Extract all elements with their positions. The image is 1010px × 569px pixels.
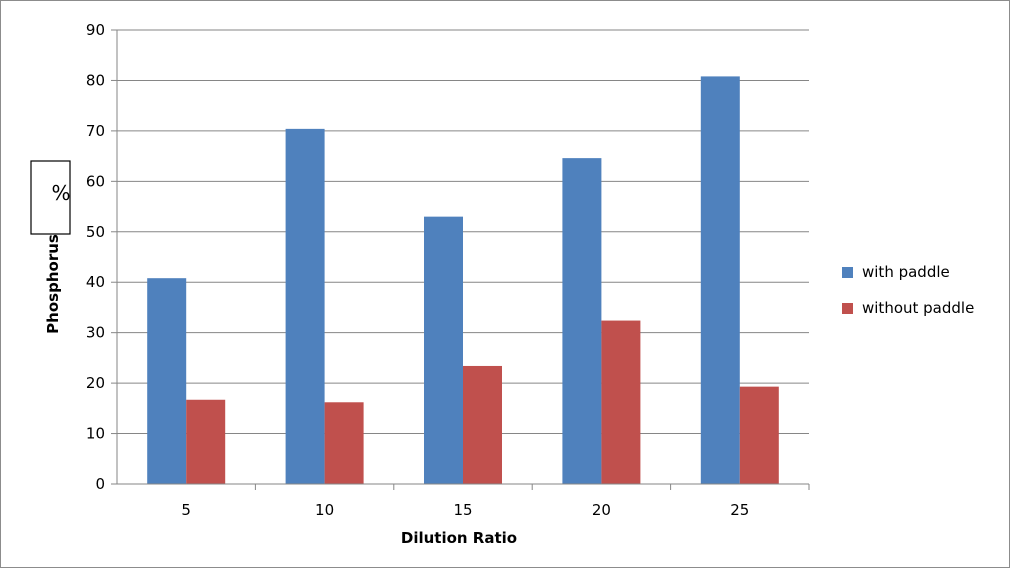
bar-with-paddle-15 xyxy=(424,216,463,484)
x-axis-title: Dilution Ratio xyxy=(401,529,517,547)
bar-with-paddle-20 xyxy=(562,158,602,484)
x-tick-label: 15 xyxy=(453,501,472,519)
y-tick-label: 60 xyxy=(86,172,105,190)
y-tick-label: 20 xyxy=(86,374,105,392)
x-tick-label: 10 xyxy=(315,501,334,519)
x-tick-labels: 5 10 15 20 25 xyxy=(181,501,749,519)
bar-without-paddle-15 xyxy=(463,365,502,484)
y-tick-label: 50 xyxy=(86,223,105,241)
bar-with-paddle-25 xyxy=(700,76,740,485)
bar-without-paddle-25 xyxy=(739,386,779,484)
bar-with-paddle-5 xyxy=(147,278,187,484)
legend-label: without paddle xyxy=(862,299,974,317)
unit-label-box xyxy=(30,160,71,235)
bar-with-paddle-10 xyxy=(285,128,325,485)
y-tick-labels: 0 10 20 30 40 50 60 70 80 90 xyxy=(86,21,105,493)
legend-swatch-without-paddle xyxy=(842,303,853,314)
y-tick-label: 90 xyxy=(86,21,105,39)
y-tick-label: 70 xyxy=(86,122,105,140)
y-axis-title: Phosphorus xyxy=(44,234,62,334)
x-tick-label: 20 xyxy=(592,501,611,519)
bars xyxy=(147,76,810,490)
axes xyxy=(116,30,809,485)
y-tick-label: 40 xyxy=(86,273,105,291)
y-tick-label: 80 xyxy=(86,71,105,89)
unit-label: % xyxy=(51,181,70,205)
bar-without-paddle-10 xyxy=(324,402,364,484)
x-tick-label: 25 xyxy=(730,501,749,519)
legend: with paddle without paddle xyxy=(842,263,974,317)
y-tick-label: 0 xyxy=(95,475,105,493)
y-tick-label: 30 xyxy=(86,324,105,342)
legend-swatch-with-paddle xyxy=(842,267,853,278)
legend-label: with paddle xyxy=(862,263,950,281)
y-tick-label: 10 xyxy=(86,425,105,443)
x-tick-label: 5 xyxy=(181,501,191,519)
bar-without-paddle-5 xyxy=(186,399,226,484)
bar-without-paddle-20 xyxy=(601,320,641,484)
